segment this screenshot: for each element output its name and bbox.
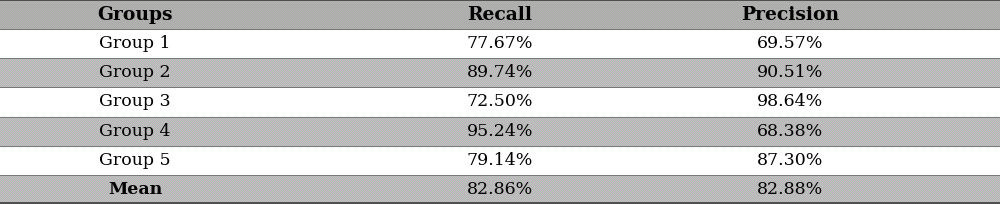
Text: Group 5: Group 5: [99, 152, 171, 169]
Text: 68.38%: 68.38%: [757, 123, 823, 140]
Text: 69.57%: 69.57%: [757, 35, 823, 52]
Text: 77.67%: 77.67%: [467, 35, 533, 52]
Text: 82.88%: 82.88%: [757, 181, 823, 198]
Text: 72.50%: 72.50%: [467, 93, 533, 111]
Text: Group 2: Group 2: [99, 64, 171, 81]
Text: Recall: Recall: [468, 6, 532, 24]
Text: 79.14%: 79.14%: [467, 152, 533, 169]
Text: 98.64%: 98.64%: [757, 93, 823, 111]
Text: 89.74%: 89.74%: [467, 64, 533, 81]
Text: 95.24%: 95.24%: [467, 123, 533, 140]
Text: Mean: Mean: [108, 181, 162, 198]
Text: Precision: Precision: [741, 6, 839, 24]
Text: Group 4: Group 4: [99, 123, 171, 140]
Text: Groups: Groups: [97, 6, 173, 24]
Text: 82.86%: 82.86%: [467, 181, 533, 198]
Text: 87.30%: 87.30%: [757, 152, 823, 169]
Text: Group 3: Group 3: [99, 93, 171, 111]
Text: 90.51%: 90.51%: [757, 64, 823, 81]
Text: Group 1: Group 1: [99, 35, 171, 52]
